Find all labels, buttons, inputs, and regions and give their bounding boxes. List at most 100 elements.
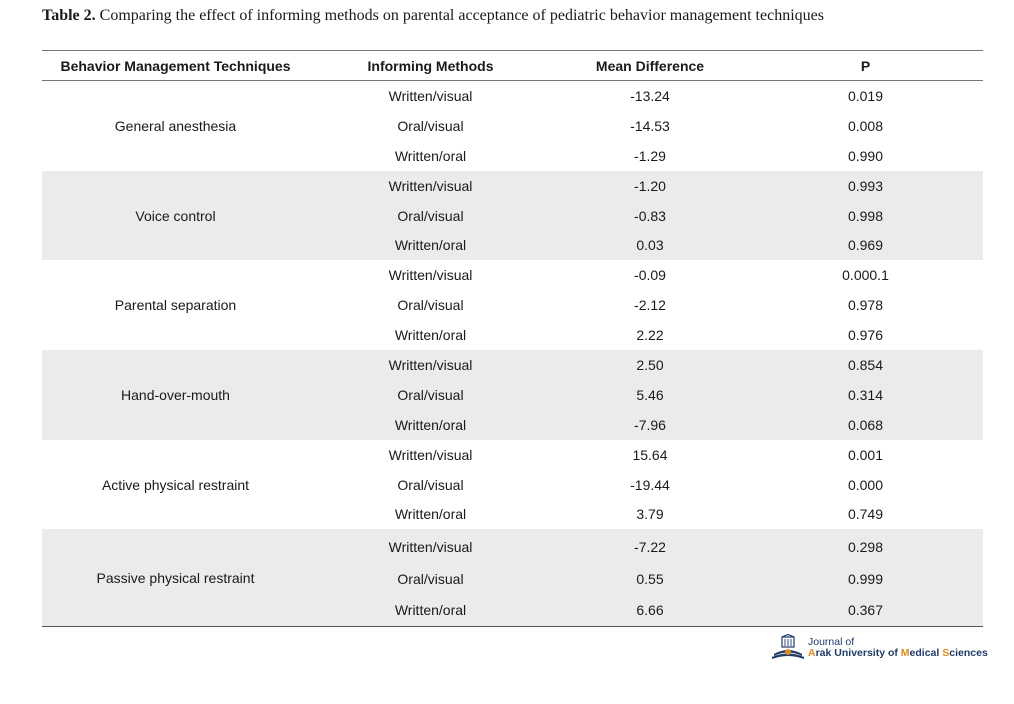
journal-name-part: M: [900, 647, 910, 659]
journal-name-part: A: [808, 647, 816, 659]
method-cell: Written/oral: [394, 237, 467, 254]
journal-name-part: edical: [909, 647, 943, 659]
table-row: Written/oral -7.96 0.068: [309, 410, 983, 440]
mean-difference-cell: -14.53: [630, 117, 670, 134]
p-value-cell: 0.993: [847, 177, 884, 194]
mean-difference-cell: -19.44: [630, 476, 670, 493]
method-cell: Written/visual: [388, 177, 473, 194]
method-rows: Written/visual 2.50 0.854 Oral/visual 5.46 0.…: [309, 350, 983, 440]
table-row: Written/visual -0.09 0.000.1: [309, 260, 983, 290]
technique-cell: Parental separation: [114, 297, 237, 314]
mean-difference-cell: -7.22: [634, 539, 666, 556]
header-mean-difference: Mean Difference: [595, 57, 705, 74]
mean-difference-cell: -0.09: [634, 267, 666, 284]
method-rows: Written/visual -1.20 0.993 Oral/visual -0.83…: [309, 171, 983, 261]
mean-difference-cell: 0.55: [636, 570, 664, 587]
method-cell: Written/oral: [394, 327, 467, 344]
header-techniques: Behavior Management Techniques: [60, 57, 291, 74]
method-cell: Written/oral: [394, 147, 467, 164]
table-row: Oral/visual -2.12 0.978: [309, 290, 983, 320]
technique-group: Parental separation Written/visual -0.09 0.…: [42, 260, 983, 350]
method-cell: Oral/visual: [397, 386, 464, 403]
table-row: Written/oral -1.29 0.990: [309, 141, 983, 171]
mean-difference-cell: -2.12: [634, 297, 666, 314]
method-rows: Written/visual -7.22 0.298 Oral/visual 0.55 0…: [309, 529, 983, 626]
p-value-cell: 0.367: [847, 602, 884, 619]
mean-difference-cell: 6.66: [636, 602, 664, 619]
caption-text: Comparing the effect of informing method…: [95, 7, 824, 24]
table-header-row: Behavior Management Techniques Informing…: [42, 51, 983, 81]
journal-name-part: ciences: [949, 647, 988, 659]
table-bottom-rule: [42, 625, 983, 627]
p-value-cell: 0.978: [847, 297, 884, 314]
method-cell: Written/oral: [394, 416, 467, 433]
method-cell: Written/oral: [394, 602, 467, 619]
technique-cell: Active physical restraint: [101, 476, 250, 493]
mean-difference-cell: -7.96: [634, 416, 666, 433]
results-table: Behavior Management Techniques Informing…: [42, 50, 983, 627]
table-row: Written/visual -7.22 0.298: [309, 531, 983, 563]
technique-cell: General anesthesia: [114, 117, 237, 134]
header-informing-methods: Informing Methods: [367, 57, 494, 74]
table-row: Oral/visual 5.46 0.314: [309, 380, 983, 410]
table-row: Written/oral 0.03 0.969: [309, 230, 983, 260]
p-value-cell: 0.314: [847, 386, 884, 403]
p-value-cell: 0.000: [847, 476, 884, 493]
table-top-rule: [42, 50, 983, 51]
journal-name: Journal of Arak University of Medical Sc…: [808, 637, 988, 659]
journal-emblem-icon: [770, 634, 806, 662]
mean-difference-cell: -13.24: [630, 87, 670, 104]
table-row: Oral/visual -19.44 0.000: [309, 470, 983, 500]
mean-difference-cell: 2.22: [636, 327, 664, 344]
technique-cell: Voice control: [135, 207, 216, 224]
table-row: Written/oral 2.22 0.976: [309, 320, 983, 350]
p-value-cell: 0.008: [847, 117, 884, 134]
journal-name-line1: Journal of: [808, 636, 855, 648]
method-rows: Written/visual -0.09 0.000.1 Oral/visual -2.…: [309, 260, 983, 350]
journal-name-line2: Arak University of Medical Sciences: [808, 648, 988, 659]
mean-difference-cell: 2.50: [636, 356, 664, 373]
p-value-cell: 0.298: [847, 539, 884, 556]
table-row: Written/oral 6.66 0.367: [309, 594, 983, 626]
p-value-cell: 0.990: [847, 147, 884, 164]
method-cell: Oral/visual: [397, 207, 464, 224]
caption-label: Table 2.: [42, 7, 96, 24]
mean-difference-cell: 15.64: [632, 446, 668, 463]
technique-cell: Hand-over-mouth: [121, 386, 230, 403]
method-cell: Written/visual: [388, 87, 473, 104]
method-rows: Written/visual -13.24 0.019 Oral/visual -14.…: [309, 81, 983, 171]
table-row: Written/visual -13.24 0.019: [309, 81, 983, 111]
technique-group: Voice control Written/visual -1.20 0.993 Ora…: [42, 170, 983, 261]
mean-difference-cell: 5.46: [636, 386, 664, 403]
method-cell: Oral/visual: [397, 570, 464, 587]
p-value-cell: 0.068: [847, 416, 884, 433]
table-body: General anesthesia Written/visual -13.24 0.…: [42, 81, 983, 626]
table-caption: Table 2. Comparing the effect of informi…: [42, 5, 1002, 27]
method-cell: Written/oral: [394, 506, 467, 523]
mean-difference-cell: -0.83: [634, 207, 666, 224]
p-value-cell: 0.019: [847, 87, 884, 104]
mean-difference-cell: -1.29: [634, 147, 666, 164]
p-value-cell: 0.998: [847, 207, 884, 224]
table-row: Written/oral 3.79 0.749: [309, 499, 983, 529]
p-value-cell: 0.976: [847, 327, 884, 344]
p-value-cell: 0.999: [847, 570, 884, 587]
mean-difference-cell: 3.79: [636, 506, 664, 523]
method-cell: Oral/visual: [397, 117, 464, 134]
journal-name-part: rak University of: [815, 647, 901, 659]
method-cell: Written/visual: [388, 446, 473, 463]
table-row: Oral/visual -0.83 0.998: [309, 201, 983, 231]
technique-cell: Passive physical restraint: [96, 569, 255, 586]
method-rows: Written/visual 15.64 0.001 Oral/visual -19.4…: [309, 440, 983, 530]
p-value-cell: 0.000.1: [842, 267, 889, 284]
mean-difference-cell: -1.20: [634, 177, 666, 194]
technique-group: General anesthesia Written/visual -13.24 0.…: [42, 81, 983, 171]
table-row: Oral/visual -14.53 0.008: [309, 111, 983, 141]
method-cell: Oral/visual: [397, 297, 464, 314]
journal-name-part: S: [942, 647, 950, 659]
mean-difference-cell: 0.03: [636, 237, 664, 254]
method-cell: Written/visual: [388, 267, 473, 284]
method-cell: Written/visual: [388, 539, 473, 556]
method-cell: Written/visual: [388, 356, 473, 373]
journal-logo: Journal of Arak University of Medical Sc…: [770, 634, 988, 662]
